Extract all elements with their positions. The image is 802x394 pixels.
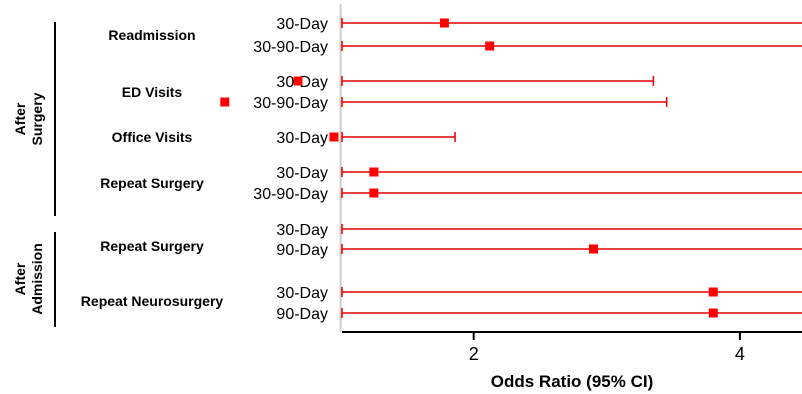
- row-label: 90-Day: [276, 242, 328, 259]
- x-axis: 246: [342, 331, 802, 364]
- row-label: 30-Day: [276, 222, 328, 239]
- group-label: Repeat Neurosurgery: [81, 293, 224, 309]
- group-label: Repeat Surgery: [100, 175, 204, 191]
- row-label: 30-90-Day: [253, 39, 328, 56]
- odds-ratio-marker: [293, 76, 303, 86]
- row-label: 90-Day: [276, 306, 328, 323]
- odds-ratio-marker: [708, 308, 718, 318]
- row-label: 30-Day: [276, 165, 328, 182]
- row-label: 30-Day: [276, 285, 328, 302]
- group-label: Office Visits: [112, 129, 193, 145]
- odds-ratio-marker: [485, 41, 495, 51]
- odds-ratio-marker: [329, 132, 339, 142]
- group-label: Readmission: [108, 27, 195, 43]
- section-label: AfterSurgery: [12, 92, 45, 145]
- group-label: Repeat Surgery: [100, 238, 204, 254]
- interval-bars: [220, 18, 802, 318]
- odds-ratio-marker: [588, 244, 598, 254]
- odds-ratio-marker: [439, 18, 449, 28]
- odds-ratio-marker: [369, 188, 379, 198]
- section-label-line: Surgery: [29, 92, 45, 145]
- section-label: AfterAdmission: [12, 243, 45, 315]
- group-labels: Readmission ED Visits Office Visits Repeat …: [81, 27, 224, 309]
- row-label: 30-90-Day: [253, 95, 328, 112]
- row-label: 30-Day: [276, 16, 328, 33]
- odds-ratio-marker: [708, 287, 718, 297]
- group-label: ED Visits: [122, 84, 183, 100]
- section-label-line: After: [12, 102, 28, 135]
- row-label: 30-Day: [276, 130, 328, 147]
- odds-ratio-marker: [220, 97, 230, 107]
- x-tick-label: 4: [735, 344, 745, 364]
- row-labels: 30-Day 30-90-Day 30-Day 30-90-Day 30-Day 30-D…: [253, 16, 328, 323]
- x-axis-title: Odds Ratio (95% CI): [491, 372, 653, 391]
- x-tick-label: 2: [469, 344, 479, 364]
- odds-ratio-marker: [369, 167, 379, 177]
- row-label: 30-90-Day: [253, 186, 328, 203]
- section-label-line: After: [12, 262, 28, 295]
- section-label-line: Admission: [29, 243, 45, 315]
